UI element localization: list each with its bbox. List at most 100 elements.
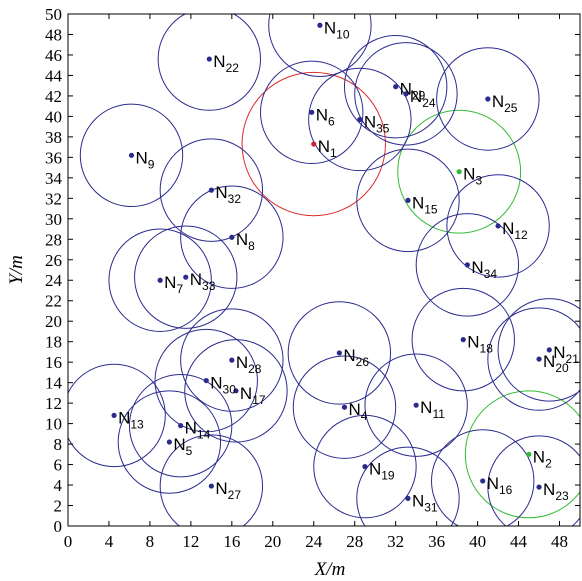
coverage-circle [241, 71, 386, 217]
y-tick-label: 44 [45, 66, 63, 85]
node-label: N31 [412, 491, 438, 514]
y-tick-label: 46 [45, 46, 62, 65]
node-label: N6 [316, 105, 335, 128]
coverage-circle [356, 446, 460, 526]
node-point [536, 356, 542, 362]
node-label: N9 [135, 148, 154, 171]
y-tick-label: 48 [45, 25, 62, 44]
coverage-circle [364, 353, 468, 457]
plot-frame [67, 13, 581, 527]
node-label: N1 [318, 137, 337, 160]
node-label-index: 10 [336, 27, 350, 41]
node-label-letter: N [118, 408, 130, 427]
coverage-circle [287, 301, 392, 405]
node-label-index: 25 [504, 101, 518, 115]
node-label-index: 6 [328, 114, 335, 128]
coverage-circle [446, 174, 550, 278]
coverage-circle [268, 14, 372, 77]
node-label: N26 [343, 346, 369, 369]
x-tick-label: 0 [64, 532, 73, 551]
y-tick-label: 4 [54, 476, 63, 495]
node-label-index: 30 [223, 383, 237, 397]
coverage-circle [180, 185, 284, 289]
x-tick-label: 44 [510, 532, 528, 551]
node-point [183, 274, 189, 280]
node-label-letter: N [543, 352, 555, 371]
node-points [111, 22, 552, 501]
node-label-index: 35 [376, 121, 390, 135]
node-point [456, 169, 462, 175]
node-label-index: 7 [176, 282, 183, 296]
node-point [341, 404, 348, 410]
node-point [480, 478, 486, 484]
node-point [208, 483, 214, 489]
node-label-letter: N [492, 92, 504, 111]
node-point [157, 277, 163, 283]
node-label: N29 [400, 80, 426, 103]
y-tick-label: 20 [45, 312, 62, 331]
node-label: N14 [185, 419, 211, 442]
node-label-index: 27 [228, 488, 242, 502]
coverage-circle [79, 103, 184, 208]
node-point [403, 91, 409, 97]
node-label: N2 [533, 447, 552, 470]
coverage-circle [184, 339, 288, 443]
node-label-letter: N [215, 183, 227, 202]
node-point [203, 377, 209, 384]
coverage-circle [487, 307, 580, 411]
y-tick-label: 8 [54, 435, 63, 454]
node-point [206, 56, 212, 62]
node-label-letter: N [185, 419, 197, 438]
node-label-letter: N [164, 273, 176, 292]
node-label: N25 [492, 92, 518, 115]
node-point [362, 464, 368, 470]
node-label-index: 5 [186, 444, 193, 458]
node-label: N12 [502, 219, 528, 242]
node-label-letter: N [463, 165, 475, 184]
y-tick-label: 50 [45, 5, 62, 24]
y-tick-label: 18 [45, 333, 62, 352]
node-point [311, 141, 317, 147]
node-label: N32 [215, 183, 241, 206]
node-label: N7 [164, 273, 183, 296]
coverage-circle [415, 213, 520, 317]
coverage-circles [68, 14, 580, 526]
y-tick-label: 34 [45, 169, 63, 188]
node-label-index: 33 [202, 279, 216, 293]
y-tick-label: 40 [45, 107, 62, 126]
node-label-index: 24 [422, 96, 436, 110]
node-label-index: 29 [412, 89, 426, 103]
node-label-index: 16 [499, 483, 513, 497]
node-label-index: 31 [424, 500, 438, 514]
coverage-circle [397, 109, 522, 234]
node-point [460, 337, 466, 343]
x-axis-ticks: 0 4 8 12 16 20 24 28 32 36 40 44 48 [64, 14, 568, 551]
x-tick-label: 32 [387, 532, 404, 551]
x-axis-title: X/m [314, 559, 346, 580]
node-label-index: 22 [226, 61, 240, 75]
node-label-index: 4 [361, 409, 368, 423]
node-label-letter: N [213, 52, 225, 71]
y-tick-label: 28 [45, 230, 62, 249]
node-label-index: 11 [432, 407, 445, 421]
node-label-index: 23 [555, 489, 569, 503]
node-point [233, 388, 239, 394]
y-tick-label: 26 [45, 251, 62, 270]
node-label-letter: N [412, 193, 424, 212]
y-tick-label: 12 [45, 394, 62, 413]
node-point [413, 402, 419, 408]
node-point [166, 439, 172, 445]
node-label: N11 [420, 398, 445, 421]
node-label-letter: N [502, 219, 514, 238]
node-label: N5 [173, 435, 192, 458]
node-point [393, 84, 399, 90]
coverage-circle [354, 42, 458, 146]
y-axis-ticks: 0246810121416182022242628303234363840424… [45, 5, 580, 536]
coverage-circle [497, 298, 580, 402]
node-label: N27 [215, 479, 241, 502]
node-label-index: 2 [545, 456, 552, 470]
node-label: N30 [210, 374, 236, 397]
y-tick-label: 22 [45, 292, 62, 311]
node-point [526, 451, 532, 457]
